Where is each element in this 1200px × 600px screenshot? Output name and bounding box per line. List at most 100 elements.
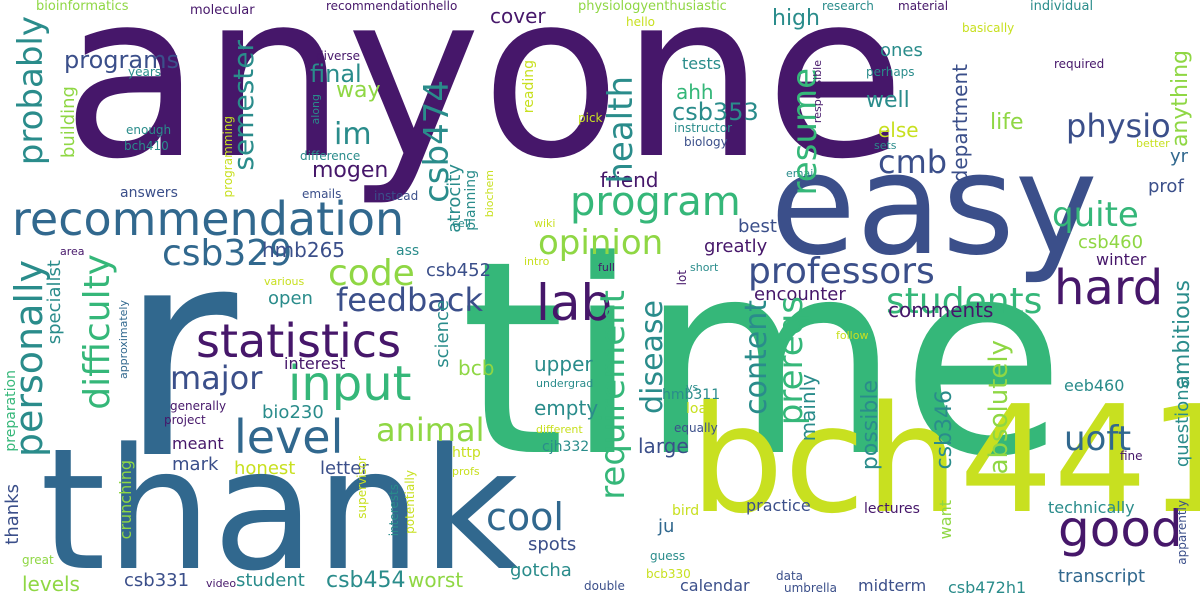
word: science xyxy=(432,300,453,368)
word: ass xyxy=(396,243,420,259)
word: material xyxy=(898,0,949,13)
word: empty xyxy=(534,396,599,420)
word: health xyxy=(601,76,641,184)
word: supervisor xyxy=(355,456,369,519)
word: feedback xyxy=(336,281,483,319)
word: lab xyxy=(536,274,613,332)
word: probably xyxy=(11,16,51,166)
word: instead xyxy=(374,189,419,203)
word: individual xyxy=(1030,0,1094,14)
word: better xyxy=(1136,137,1170,150)
word: student xyxy=(236,570,305,591)
word: else xyxy=(878,118,919,142)
word: intro xyxy=(524,255,550,268)
word: im xyxy=(334,117,372,152)
word: calendar xyxy=(680,576,750,595)
word: tests xyxy=(682,54,722,73)
word: building xyxy=(58,86,79,159)
word: csb331 xyxy=(124,570,190,591)
word: r xyxy=(118,186,238,523)
word: cell xyxy=(452,217,471,230)
word: mainly xyxy=(796,374,820,442)
word: profs xyxy=(452,465,480,478)
word: yr xyxy=(1170,146,1189,167)
word: mark xyxy=(172,454,219,475)
word: years xyxy=(128,65,162,79)
word: ju xyxy=(658,516,675,537)
word: good xyxy=(1058,500,1183,558)
word: program xyxy=(570,179,741,225)
word: letter xyxy=(320,458,369,479)
word: professors xyxy=(748,251,935,292)
word: cjh332 xyxy=(542,439,590,455)
word: required xyxy=(1054,57,1105,71)
word: ones xyxy=(880,40,923,61)
word: hmb265 xyxy=(262,238,346,262)
word: time xyxy=(460,204,1066,516)
word: spots xyxy=(528,534,577,555)
word: csb346 xyxy=(932,390,957,470)
word: department xyxy=(948,64,972,183)
word: comments xyxy=(888,298,994,322)
word: instructor xyxy=(674,121,733,135)
word: csb472h1 xyxy=(948,578,1027,597)
word: want xyxy=(936,500,955,540)
word: csb454 xyxy=(326,568,406,593)
word: midterm xyxy=(858,576,927,595)
word: reading xyxy=(521,60,537,114)
word: video xyxy=(206,577,237,590)
word: statistics xyxy=(196,314,402,368)
word: research xyxy=(822,0,874,13)
word: practice xyxy=(746,496,811,515)
word: hmb311 xyxy=(662,387,721,403)
word: animal xyxy=(376,411,485,449)
word: difficulty xyxy=(77,254,118,410)
word: mogen xyxy=(312,158,389,183)
word: uoft xyxy=(1064,419,1132,459)
word: greatly xyxy=(704,236,768,257)
word: biology xyxy=(684,135,728,149)
word: approximately xyxy=(117,300,130,380)
word: prof xyxy=(1148,176,1184,197)
word: planning xyxy=(463,170,479,231)
word: easy xyxy=(770,124,1098,287)
word: atrocity xyxy=(444,164,465,233)
word: vs xyxy=(686,381,699,394)
word: bioinformatics xyxy=(36,0,129,14)
word: meant xyxy=(172,434,224,453)
word: double xyxy=(584,579,625,593)
word: ambitious xyxy=(1170,280,1195,389)
word: code xyxy=(328,253,415,294)
word: bch441 xyxy=(690,374,1200,546)
word: bio230 xyxy=(262,402,324,423)
word: great xyxy=(22,553,54,567)
word: technically xyxy=(1048,498,1135,517)
word: open xyxy=(268,288,313,309)
word: bch410 xyxy=(124,139,169,153)
word: programs xyxy=(64,46,179,74)
word: diverse xyxy=(316,49,361,63)
word: cool xyxy=(486,495,564,539)
word: life xyxy=(990,110,1024,135)
word: disease xyxy=(635,300,670,414)
word: well xyxy=(866,88,910,113)
word: wiki xyxy=(534,217,556,230)
word: specialist xyxy=(44,260,65,345)
word: pick xyxy=(578,111,603,125)
word: csb452 xyxy=(426,260,492,281)
word: lectures xyxy=(864,501,920,517)
word: worst xyxy=(408,568,464,592)
word: upper xyxy=(534,352,593,376)
word: difference xyxy=(300,149,361,163)
word: quite xyxy=(1052,195,1139,235)
word: emails xyxy=(302,187,342,201)
word: generally xyxy=(170,399,227,413)
word: various xyxy=(264,275,305,288)
word: level xyxy=(234,410,344,464)
word: answers xyxy=(120,185,178,201)
word: undergrad xyxy=(536,377,594,390)
word: potentially xyxy=(403,470,417,534)
word: recommendation xyxy=(12,192,405,246)
word: full xyxy=(598,261,615,274)
